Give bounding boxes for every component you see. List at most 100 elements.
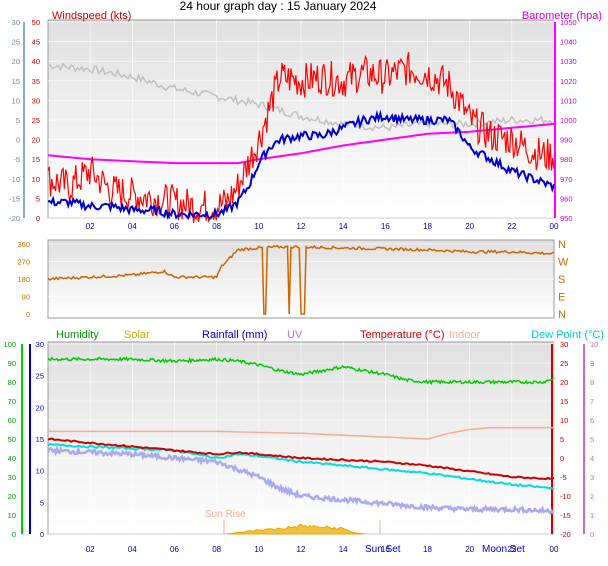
barometer-tick-label: 990 xyxy=(560,136,573,145)
uv-tick-label: 1 xyxy=(590,511,594,520)
wind-x-tick-label: 16 xyxy=(381,222,390,231)
temperature-x-tick-label: 10 xyxy=(254,545,263,554)
temperature-x-tick-label: 08 xyxy=(212,545,221,554)
indoor-line xyxy=(48,426,554,440)
wind-outer-tick-label: 0 xyxy=(16,136,20,145)
temperature-tick-label: -10 xyxy=(560,492,571,501)
wind-outer-tick-label: 25 xyxy=(12,38,20,47)
wind-x-tick-label: 06 xyxy=(170,222,179,231)
direction-trace-line xyxy=(47,62,555,132)
temperature-x-tick-label: 14 xyxy=(339,545,348,554)
humidity-tick-label: 40 xyxy=(8,454,16,463)
barometer-tick-label: 960 xyxy=(560,194,573,203)
temperature-x-tick-label: 18 xyxy=(423,545,432,554)
chart-title: 24 hour graph day : 15 January 2024 xyxy=(180,0,377,13)
wind-inner-tick-label: 50 xyxy=(32,18,40,27)
temperature-tick-label: 15 xyxy=(560,397,568,406)
humidity-tick-label: 30 xyxy=(8,473,16,482)
rainfall-tick-label: 10 xyxy=(36,467,44,476)
wind-outer-tick-label: 10 xyxy=(12,96,20,105)
wind-inner-tick-label: 5 xyxy=(36,194,40,203)
dew-point-label: Dew Point (°C) xyxy=(531,329,604,341)
temperature-tick-label: 25 xyxy=(560,359,568,368)
rainfall-tick-label: 5 xyxy=(40,498,44,507)
uv-tick-label: 3 xyxy=(590,473,594,482)
barometer-tick-label: 1040 xyxy=(560,38,577,47)
temperature-tick-label: 20 xyxy=(560,378,568,387)
solar-area xyxy=(227,523,365,535)
temperature-tick-label: 0 xyxy=(560,454,564,463)
temperature-x-tick-label: 16 xyxy=(381,545,390,554)
wind-x-tick-label: 18 xyxy=(423,222,432,231)
direction-tick-label: 180 xyxy=(17,275,30,284)
barometer-tick-label: 1030 xyxy=(560,57,577,66)
barometer-tick-label: 1010 xyxy=(560,96,577,105)
temperature-tick-label: -20 xyxy=(560,530,571,539)
indoor-low-line xyxy=(46,444,555,516)
solar-label: Solar xyxy=(124,329,150,341)
wind-outer-tick-label: -15 xyxy=(9,194,20,203)
compass-label: W xyxy=(558,257,569,269)
uv-label: UV xyxy=(287,329,303,341)
sun-set-label: Sun Set xyxy=(365,544,401,555)
wind-x-tick-label: 02 xyxy=(86,222,95,231)
temperature-x-tick-label: 00 xyxy=(550,545,559,554)
uv-tick-label: 8 xyxy=(590,378,594,387)
barometer-line xyxy=(47,122,555,165)
wind-outer-tick-label: -20 xyxy=(9,214,20,223)
wind-x-tick-label: 08 xyxy=(212,222,221,231)
wind-outer-tick-label: 15 xyxy=(12,77,20,86)
temperature-tick-label: -5 xyxy=(560,473,567,482)
barometer-tick-label: 980 xyxy=(560,155,573,164)
temperature-x-tick-label: 06 xyxy=(170,545,179,554)
wind-x-tick-label: 00 xyxy=(550,222,559,231)
barometer-tick-label: 970 xyxy=(560,175,573,184)
temperature-x-tick-label: 02 xyxy=(86,545,95,554)
temperature-x-tick-label: 12 xyxy=(297,545,306,554)
sun-rise-label: Sun Rise xyxy=(205,509,246,520)
wind-inner-tick-label: 35 xyxy=(32,77,40,86)
uv-tick-label: 10 xyxy=(590,340,598,349)
compass-label: S xyxy=(558,274,565,286)
direction-tick-label: 0 xyxy=(26,310,30,319)
wind-outer-tick-label: 20 xyxy=(12,57,20,66)
wind-x-tick-label: 22 xyxy=(507,222,516,231)
temperature-label: Temperature (°C) xyxy=(360,329,444,341)
humidity-tick-label: 70 xyxy=(8,397,16,406)
wind-inner-tick-label: 45 xyxy=(32,38,40,47)
temperature-line xyxy=(47,437,555,481)
temperature-x-tick-label: 20 xyxy=(465,545,474,554)
wind-outer-tick-label: 30 xyxy=(12,18,20,27)
uv-tick-label: 5 xyxy=(590,435,594,444)
compass-label: E xyxy=(558,292,565,304)
wind-inner-tick-label: 15 xyxy=(32,155,40,164)
temperature-x-tick-label: 22 xyxy=(507,545,516,554)
wind-x-tick-label: 10 xyxy=(254,222,263,231)
wind-inner-tick-label: 30 xyxy=(32,96,40,105)
windspeed-label: Windspeed (kts) xyxy=(52,10,131,22)
uv-tick-label: 0 xyxy=(590,530,594,539)
barometer-tick-label: 1050 xyxy=(560,18,577,27)
wind-inner-tick-label: 25 xyxy=(32,116,40,125)
barometer-tick-label: 1020 xyxy=(560,77,577,86)
dew-point-line xyxy=(47,442,555,491)
wind-x-tick-label: 12 xyxy=(297,222,306,231)
rainfall-tick-label: 30 xyxy=(36,340,44,349)
temperature-tick-label: 10 xyxy=(560,416,568,425)
wind-x-tick-label: 14 xyxy=(339,222,348,231)
rainfall-tick-label: 20 xyxy=(36,403,44,412)
rainfall-label: Rainfall (mm) xyxy=(202,329,267,341)
uv-tick-label: 9 xyxy=(590,359,594,368)
uv-tick-label: 4 xyxy=(590,454,594,463)
wind-direction-line xyxy=(47,244,555,315)
uv-tick-label: 6 xyxy=(590,416,594,425)
barometer-tick-label: 1000 xyxy=(560,116,577,125)
wind-inner-tick-label: 10 xyxy=(32,175,40,184)
rainfall-tick-label: 15 xyxy=(36,435,44,444)
temperature-x-tick-label: 04 xyxy=(128,545,137,554)
humidity-tick-label: 10 xyxy=(8,511,16,520)
indoor-label: Indoor xyxy=(449,329,481,341)
uv-tick-label: 7 xyxy=(590,397,594,406)
